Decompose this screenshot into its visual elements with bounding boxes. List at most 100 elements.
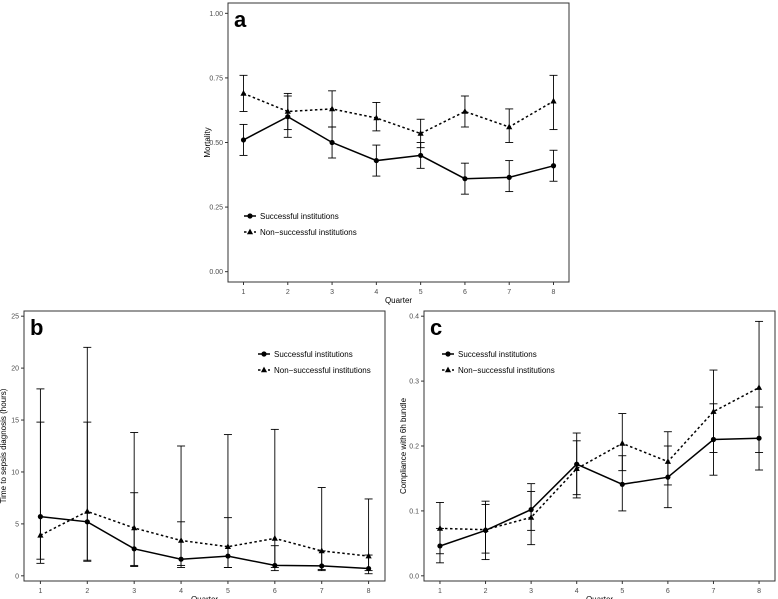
x-axis-label: Quarter: [385, 296, 412, 305]
x-tick-label: 4: [374, 289, 378, 296]
y-axis-label: Compliance with 6h bundle: [399, 397, 408, 494]
y-tick-label: 0.2: [409, 444, 419, 451]
series-line: [40, 515, 369, 570]
x-tick-label: 1: [38, 588, 42, 595]
legend-marker-triangle: [246, 228, 254, 235]
legend: Successful institutions Non−successful in…: [442, 350, 555, 375]
x-tick-label: 4: [179, 588, 183, 595]
legend-label: Successful institutions: [274, 350, 353, 359]
data-point-circle: [619, 481, 625, 487]
y-tick-label: 5: [15, 521, 19, 528]
data-point-triangle: [573, 465, 580, 471]
y-tick-label: 20: [11, 366, 19, 373]
data-point-triangle: [224, 543, 231, 549]
x-axis-label: Quarter: [191, 595, 218, 599]
y-tick-label: 0.3: [409, 379, 419, 386]
x-tick-label: 4: [575, 588, 579, 595]
y-tick-label: 1.00: [209, 11, 223, 18]
data-point-triangle: [461, 108, 468, 114]
data-point-triangle: [528, 514, 535, 520]
data-point-circle: [418, 152, 424, 159]
data-point-circle: [550, 163, 557, 169]
series-non-successful: [435, 320, 764, 555]
legend-label: Non−successful institutions: [458, 366, 555, 375]
y-axis-label: Mortality: [203, 127, 212, 157]
legend-marker-circle: [261, 351, 267, 357]
plot-border: [23, 310, 386, 582]
y-tick-label: 0.1: [409, 508, 419, 515]
x-tick-label: 2: [286, 289, 290, 296]
data-point-triangle: [329, 105, 336, 112]
panel-label: a: [234, 7, 247, 32]
data-point-circle: [462, 176, 468, 182]
x-tick-label: 8: [757, 588, 761, 595]
x-tick-label: 8: [552, 289, 556, 296]
data-point-triangle: [284, 108, 291, 114]
y-tick-label: 0.75: [209, 75, 223, 82]
data-point-triangle: [550, 97, 557, 104]
legend-label: Successful institutions: [458, 350, 537, 359]
x-tick-label: 5: [620, 588, 624, 595]
legend-marker-triangle: [444, 366, 452, 373]
chart-panel-c: c 0.0 0.1 0.2 0.3 0.4 1 2 3 4 5 6 7 8 Quarter Complianc…: [399, 310, 776, 599]
x-tick-label: 6: [666, 588, 670, 595]
chart-panel-a: a 0.00 0.25 0.50 0.75 1.00 1 2 3 4 5 6 7 8 Quarter Mort…: [203, 2, 570, 305]
series-line: [439, 386, 760, 531]
series-line: [40, 510, 369, 557]
y-tick-label: 10: [11, 469, 19, 476]
x-tick-label: 7: [507, 289, 511, 296]
data-point-circle: [506, 174, 512, 180]
data-point-triangle: [131, 524, 138, 531]
data-point-triangle: [482, 526, 489, 532]
y-tick-label: 0.00: [209, 269, 223, 276]
x-tick-label: 3: [132, 588, 136, 595]
y-tick-label: 0.50: [209, 140, 223, 147]
series-line: [243, 115, 554, 180]
x-tick-label: 5: [419, 289, 423, 296]
legend-label: Non−successful institutions: [260, 228, 357, 237]
legend-marker-circle: [445, 351, 451, 357]
y-axis-label: Time to sepsis diagnosis (hours): [0, 388, 8, 503]
data-point-circle: [240, 137, 247, 143]
legend-label: Non−successful institutions: [274, 366, 371, 375]
y-tick-label: 25: [11, 314, 19, 321]
panel-label: c: [430, 315, 442, 340]
y-tick-label: 15: [11, 418, 19, 425]
data-point-triangle: [84, 508, 91, 514]
x-tick-label: 7: [320, 588, 324, 595]
x-tick-label: 8: [367, 588, 371, 595]
data-point-triangle: [436, 525, 444, 531]
x-tick-label: 6: [463, 289, 467, 296]
series-non-successful: [239, 74, 558, 149]
series-line: [243, 92, 554, 135]
series-successful: [239, 95, 558, 195]
data-point-triangle: [178, 537, 185, 543]
x-tick-label: 2: [85, 588, 89, 595]
series-non-successful: [36, 346, 373, 572]
series-line: [439, 437, 760, 547]
data-point-triangle: [710, 408, 717, 414]
x-tick-label: 1: [242, 289, 246, 296]
legend-marker-triangle: [260, 366, 268, 373]
data-point-triangle: [240, 90, 247, 96]
data-point-triangle: [506, 123, 513, 130]
data-point-triangle: [318, 547, 325, 554]
legend: Successful institutions Non−successful in…: [244, 212, 357, 237]
legend: Successful institutions Non−successful in…: [258, 350, 371, 375]
y-tick-label: 0.4: [409, 314, 419, 321]
data-point-circle: [373, 157, 379, 164]
x-tick-label: 7: [712, 588, 716, 595]
data-point-triangle: [417, 130, 424, 136]
x-tick-label: 1: [438, 588, 442, 595]
y-tick-label: 0.25: [209, 205, 223, 212]
data-point-triangle: [271, 535, 278, 541]
data-point-triangle: [619, 440, 626, 446]
y-tick-label: 0.0: [409, 573, 419, 580]
legend-marker-circle: [247, 213, 253, 219]
y-tick-label: 0: [15, 573, 19, 580]
data-point-triangle: [37, 531, 44, 538]
panel-label: b: [30, 315, 43, 340]
x-tick-label: 5: [226, 588, 230, 595]
